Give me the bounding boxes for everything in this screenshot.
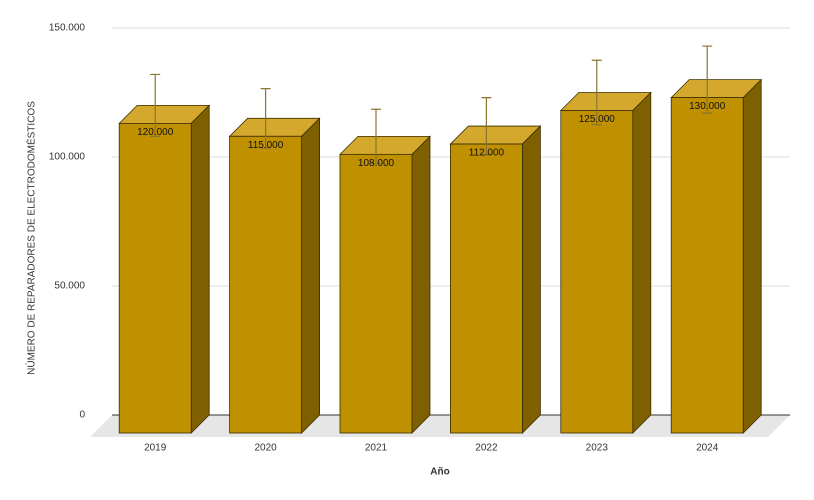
bar-side [632, 91, 652, 434]
error-bar [260, 88, 271, 149]
y-tick-label: 150.000 [49, 23, 86, 34]
y-axis-label: NÚMERO DE REPARADORES DE ELECTRODOMÉSTIC… [25, 101, 38, 375]
bar [229, 135, 303, 434]
data-label: 115.000 [248, 140, 284, 151]
data-label: 112.000 [469, 148, 505, 159]
bar [449, 143, 523, 434]
bar-side [742, 78, 762, 434]
data-label: 120.000 [137, 127, 174, 138]
bar [560, 110, 634, 434]
error-bar [702, 45, 713, 114]
data-label: 125.000 [579, 114, 616, 125]
error-bar [591, 59, 602, 126]
bar [118, 123, 192, 434]
y-tick-label: 0 [79, 410, 85, 421]
x-tick-label: 2019 [144, 443, 167, 454]
bar-side [411, 135, 431, 434]
x-tick-label: 2023 [586, 443, 609, 454]
error-bar [371, 108, 381, 165]
error-bar [481, 97, 492, 156]
bar-side [190, 104, 210, 434]
x-tick-label: 2022 [475, 443, 498, 454]
x-axis-label: Año [430, 467, 449, 478]
bar [339, 153, 413, 434]
x-tick-label: 2021 [365, 443, 388, 454]
x-tick-label: 2024 [696, 443, 719, 454]
data-label: 130.000 [689, 101, 726, 112]
bar-side [522, 125, 541, 434]
data-label: 108.000 [358, 158, 395, 169]
bar-side [301, 117, 321, 434]
y-tick-label: 50.000 [54, 281, 85, 292]
error-bar [150, 73, 161, 137]
bar [670, 97, 744, 434]
y-tick-label: 100.000 [49, 152, 86, 163]
x-tick-label: 2020 [254, 443, 277, 454]
